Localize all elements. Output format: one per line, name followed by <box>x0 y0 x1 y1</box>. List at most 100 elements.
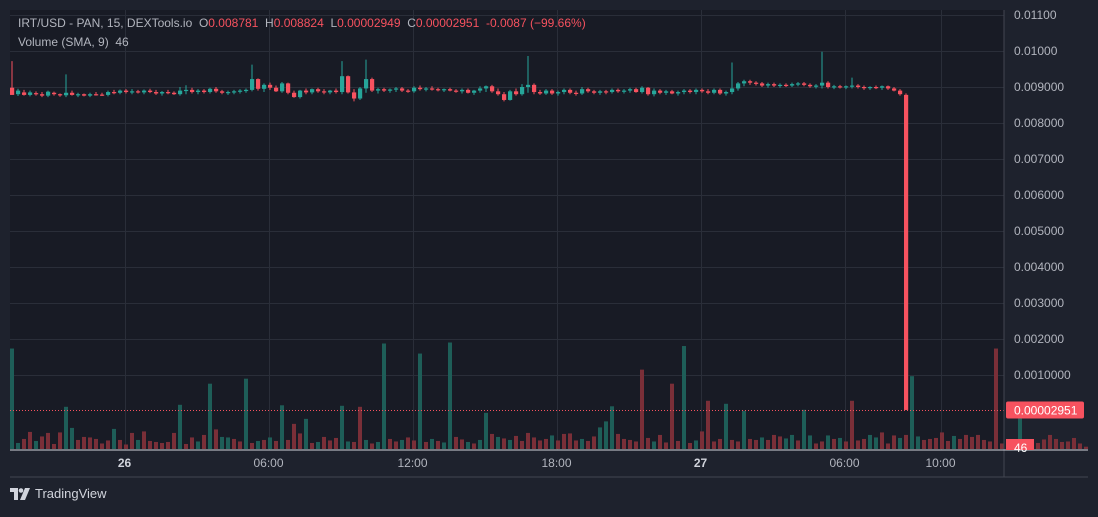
candle <box>622 89 627 94</box>
volume-bar <box>718 438 722 449</box>
volume-bar <box>64 406 68 449</box>
candle-body <box>238 90 243 92</box>
candle-body <box>832 86 837 88</box>
candle <box>442 88 447 93</box>
volume-bar <box>328 440 332 449</box>
candle <box>790 82 795 87</box>
price-tick-label: 0.004000 <box>1014 260 1064 274</box>
candle-body <box>52 92 57 95</box>
volume-bar <box>706 400 710 449</box>
volume-bar <box>160 442 164 449</box>
symbol-title[interactable]: IRT/USD - PAN, 15, DEXTools.io <box>18 16 193 30</box>
volume-badge: 46 <box>1006 439 1034 455</box>
candle <box>760 81 765 87</box>
candle-body <box>712 89 717 93</box>
volume-bar <box>544 438 548 449</box>
candle <box>352 89 357 102</box>
tradingview-logo[interactable]: TradingView <box>10 486 107 501</box>
candle <box>22 89 27 96</box>
candle <box>688 89 693 94</box>
candle <box>430 86 435 91</box>
candle <box>268 82 273 90</box>
candle-body <box>124 90 129 93</box>
candle-body <box>676 92 681 94</box>
volume-bar <box>454 436 458 449</box>
volume-bar <box>232 438 236 449</box>
volume-bar <box>178 404 182 449</box>
brand-name: TradingView <box>35 486 107 501</box>
candle-body <box>352 92 357 99</box>
volume-bar <box>190 437 194 449</box>
candle <box>412 86 417 93</box>
candle-body <box>316 89 321 92</box>
candle-body <box>604 91 609 93</box>
volume-bar <box>856 440 860 449</box>
candle-body <box>520 87 525 95</box>
candle-body <box>112 92 117 94</box>
candle-body <box>274 87 279 92</box>
candle-body <box>82 94 87 96</box>
candle-body <box>304 90 309 93</box>
volume-bar <box>496 436 500 449</box>
volume-bar <box>400 439 404 449</box>
volume-bar <box>1018 407 1022 449</box>
volume-bar <box>1054 438 1058 449</box>
volume-bar <box>40 436 44 449</box>
price-axis[interactable]: 0.01100 0.01000 0.009000 0.008000 0.007000 0.… <box>1014 8 1071 382</box>
candle-body <box>88 94 93 96</box>
candle <box>34 91 39 96</box>
volume-bar <box>388 438 392 449</box>
candle <box>454 89 459 93</box>
candle-body <box>688 90 693 93</box>
candle <box>292 90 297 98</box>
volume-bar <box>712 441 716 449</box>
volume-bar <box>1060 441 1064 449</box>
candle <box>520 84 525 96</box>
volume-bar <box>352 441 356 449</box>
volume-bar <box>196 441 200 449</box>
candle-body <box>10 87 15 95</box>
volume-bar <box>820 441 824 449</box>
candle <box>640 86 645 94</box>
candle <box>322 89 327 95</box>
volume-bar <box>10 348 14 449</box>
candles <box>10 51 909 410</box>
volume-bar <box>862 438 866 449</box>
volume-bar <box>136 439 140 449</box>
candle <box>382 87 387 93</box>
volume-bar <box>586 440 590 449</box>
price-tick-label: 0.006000 <box>1014 188 1064 202</box>
candle-body <box>532 84 537 93</box>
candle <box>802 81 807 87</box>
volume-bar <box>70 427 74 449</box>
candle-body <box>682 90 687 93</box>
candle <box>256 78 261 91</box>
volume-bar <box>874 437 878 449</box>
volume-bar <box>112 428 116 449</box>
plot-area[interactable] <box>10 10 1004 450</box>
candle-body <box>814 85 819 87</box>
candle-body <box>436 89 441 91</box>
volume-bar <box>88 437 92 449</box>
time-axis[interactable]: 26 06:00 12:00 18:00 27 06:00 10:00 <box>118 456 956 470</box>
candle-body <box>808 84 813 87</box>
candle <box>394 87 399 93</box>
volume-indicator-label[interactable]: Volume (SMA, 9) <box>18 35 109 49</box>
candle <box>118 89 123 95</box>
candle <box>730 62 735 95</box>
candle <box>562 88 567 95</box>
candle-body <box>778 84 783 87</box>
candle <box>130 89 135 95</box>
volume-bar <box>826 435 830 449</box>
candle <box>220 89 225 95</box>
volume-bar <box>52 443 56 449</box>
candle-body <box>382 89 387 91</box>
candle <box>700 88 705 93</box>
candle <box>202 89 207 94</box>
candle-body <box>484 86 489 89</box>
volume-bar <box>976 434 980 449</box>
candle-body <box>862 87 867 89</box>
candle <box>496 88 501 96</box>
